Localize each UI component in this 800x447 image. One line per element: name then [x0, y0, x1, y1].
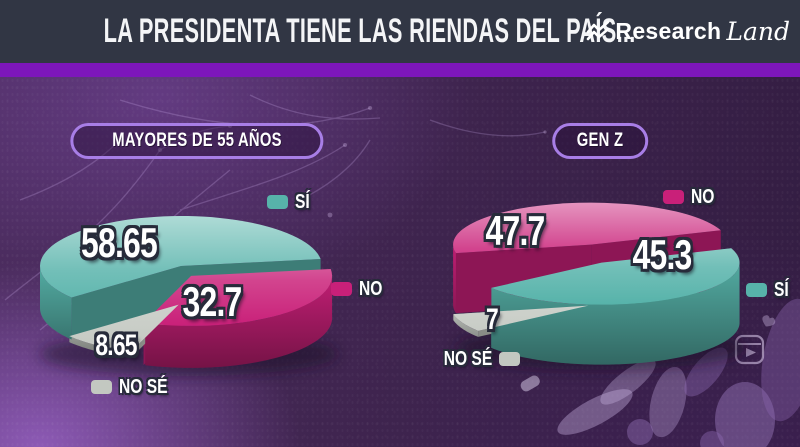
- brand-logo: Research Land: [585, 0, 790, 63]
- header-bar: LA PRESIDENTA TIENE LAS RIENDAS DEL PAÍS…: [0, 0, 800, 63]
- legend-item-nose-genz: NO SÉ: [430, 347, 521, 370]
- legend-label-no: NO: [691, 185, 715, 208]
- brand-name: Research: [615, 18, 722, 44]
- accent-strip: [0, 63, 800, 77]
- value-label-si-genz: 45.3: [632, 231, 692, 278]
- chart-title-over55: MAYORES DE 55 AÑOS: [112, 130, 282, 151]
- value-label-no-genz: 47.7: [485, 207, 545, 254]
- legend-label-si: SÍ: [774, 278, 789, 301]
- value-label-nose-over55: 8.65: [95, 329, 137, 362]
- brand-wave-icon: [587, 20, 610, 40]
- page-title: LA PRESIDENTA TIENE LAS RIENDAS DEL PAÍS…: [103, 12, 637, 50]
- legend-item-si-genz: SÍ: [746, 278, 793, 301]
- chart-title-genz: GEN Z: [576, 130, 624, 151]
- legend-swatch-no: [663, 190, 684, 204]
- chart-badge-genz: GEN Z: [552, 123, 648, 159]
- legend-swatch-no: [331, 282, 352, 296]
- legend-item-no-over55: NO: [331, 277, 389, 300]
- legend-label-nose: NO SÉ: [119, 375, 168, 398]
- legend-label-si: SÍ: [295, 190, 310, 213]
- value-label-nose-genz: 7: [486, 303, 499, 336]
- value-label-si-over55: 58.65: [80, 219, 158, 266]
- legend-swatch-nose: [499, 352, 521, 366]
- chart-badge-over55: MAYORES DE 55 AÑOS: [70, 123, 324, 159]
- value-label-no-over55: 32.7: [182, 278, 242, 325]
- legend-label-no: NO: [359, 277, 383, 300]
- brand-name-script: Land: [726, 17, 790, 46]
- legend-swatch-si: [267, 195, 288, 209]
- legend-item-no-genz: NO: [663, 185, 721, 208]
- legend-swatch-si: [746, 283, 767, 297]
- legend-label-nose: NO SÉ: [443, 347, 493, 370]
- legend-item-nose-over55: NO SÉ: [91, 375, 181, 398]
- legend-item-si-over55: SÍ: [267, 190, 314, 213]
- legend-swatch-nose: [91, 380, 112, 394]
